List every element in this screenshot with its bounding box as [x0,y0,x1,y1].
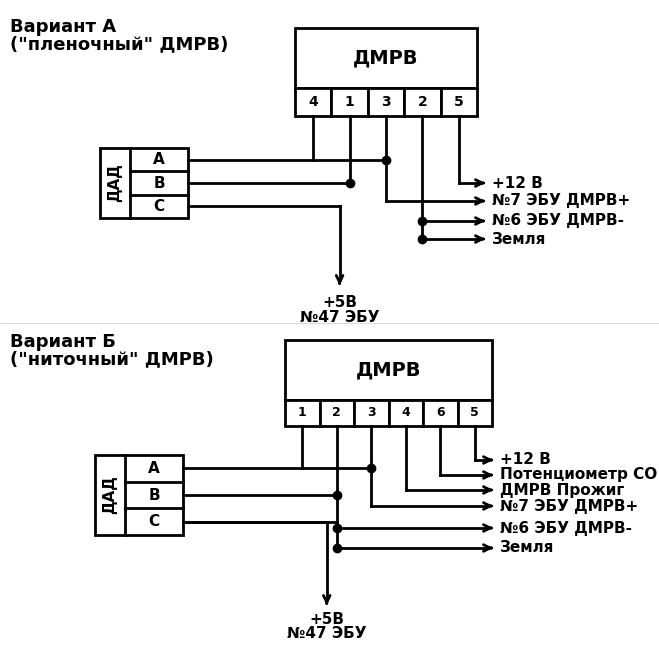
Text: 5: 5 [454,95,464,109]
Text: 3: 3 [367,406,376,419]
Text: 2: 2 [418,95,427,109]
Text: +5В: +5В [322,295,357,310]
Bar [441,88,477,116]
Text: +5В: +5В [309,612,344,627]
Text: ДМРВ: ДМРВ [356,360,421,379]
Text: C: C [154,199,165,214]
Text: ("ниточный" ДМРВ): ("ниточный" ДМРВ) [10,350,214,368]
Text: №7 ЭБУ ДМРВ+: №7 ЭБУ ДМРВ+ [500,499,639,514]
Text: Вариант Б: Вариант Б [10,333,116,351]
Text: ("пленочный" ДМРВ): ("пленочный" ДМРВ) [10,35,229,53]
Bar [320,400,354,426]
Text: 1: 1 [345,95,355,109]
Text: 4: 4 [308,95,318,109]
Text: ДАД: ДАД [107,163,123,202]
Bar [285,340,492,400]
Bar [354,400,389,426]
Text: №7 ЭБУ ДМРВ+: №7 ЭБУ ДМРВ+ [492,194,630,209]
Text: ДМРВ: ДМРВ [353,48,418,67]
Text: +12 В: +12 В [492,176,543,191]
Bar [295,28,477,88]
Text: 5: 5 [471,406,479,419]
Text: №47 ЭБУ: №47 ЭБУ [287,626,366,641]
Bar [295,88,331,116]
Text: ДАД: ДАД [103,475,117,514]
Bar [95,455,183,535]
Bar [404,88,441,116]
Text: №6 ЭБУ ДМРВ-: №6 ЭБУ ДМРВ- [500,521,632,536]
Text: 6: 6 [436,406,445,419]
Text: 2: 2 [332,406,341,419]
Text: 1: 1 [298,406,306,419]
Text: 4: 4 [401,406,410,419]
Bar [389,400,423,426]
Text: B: B [148,488,160,503]
Bar [423,400,457,426]
Text: Потенциометр СО: Потенциометр СО [500,468,657,483]
Text: 3: 3 [381,95,391,109]
Text: A: A [153,152,165,167]
Text: +12 В: +12 В [500,452,551,468]
Text: Земля: Земля [500,541,554,556]
Text: №6 ЭБУ ДМРВ-: №6 ЭБУ ДМРВ- [492,213,624,229]
Bar [285,400,320,426]
Bar [457,400,492,426]
Bar [331,88,368,116]
Text: C: C [148,514,159,529]
Text: №47 ЭБУ: №47 ЭБУ [300,310,380,325]
Bar [100,148,188,218]
Bar [368,88,404,116]
Text: ДМРВ Прожиг: ДМРВ Прожиг [500,483,624,497]
Text: Земля: Земля [492,231,546,247]
Text: B: B [153,176,165,191]
Text: A: A [148,461,160,476]
Text: Вариант А: Вариант А [10,18,116,36]
